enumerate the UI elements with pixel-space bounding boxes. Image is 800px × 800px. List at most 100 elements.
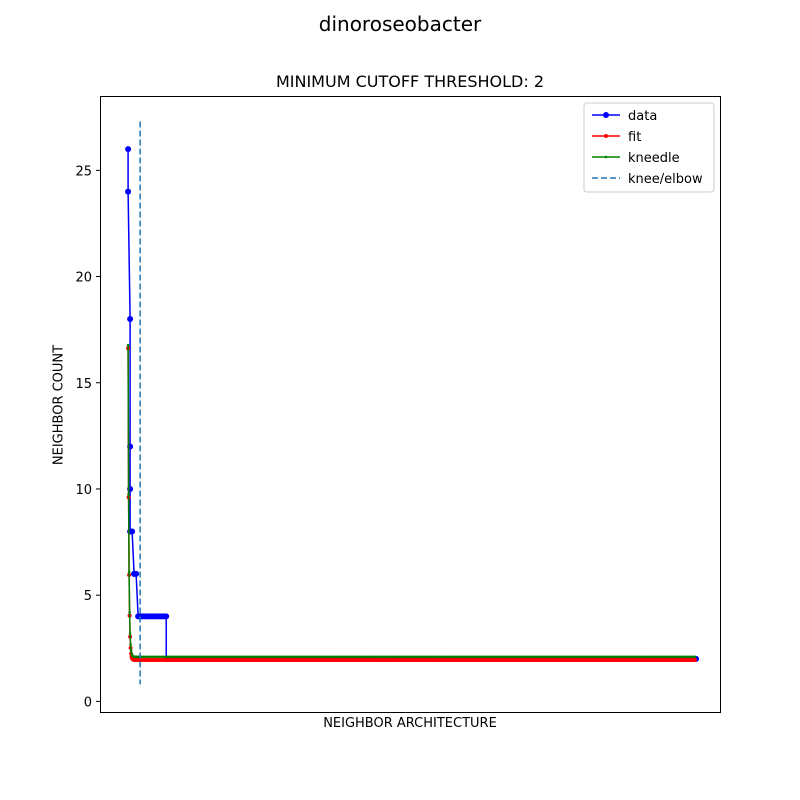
kneedle-point: [444, 655, 448, 659]
kneedle-point: [326, 655, 330, 659]
y-tick-label-25: 25: [75, 164, 92, 179]
kneedle-point: [173, 655, 177, 659]
kneedle-point: [436, 655, 440, 659]
kneedle-point: [254, 655, 257, 659]
legend-label-kneedle: kneedle: [628, 151, 680, 166]
kneedle-point: [256, 655, 259, 659]
fit-point: [692, 657, 697, 662]
kneedle-point: [370, 655, 374, 659]
kneedle-point: [494, 655, 498, 659]
kneedle-point: [185, 655, 189, 659]
kneedle-point: [537, 655, 540, 659]
kneedle-point: [306, 655, 309, 659]
kneedle-point: [318, 655, 322, 659]
kneedle-point: [619, 655, 622, 659]
kneedle-point: [492, 655, 496, 659]
kneedle-point: [332, 655, 336, 659]
kneedle-point: [521, 655, 524, 659]
kneedle-point: [607, 655, 610, 659]
data-point: [129, 528, 136, 535]
kneedle-point: [426, 655, 430, 659]
kneedle-point: [627, 655, 631, 659]
kneedle-point: [274, 655, 277, 659]
data-point: [125, 188, 132, 195]
kneedle-point: [296, 655, 299, 659]
kneedle-point: [352, 655, 356, 659]
kneedle-point: [214, 655, 217, 659]
y-tick-label-5: 5: [84, 589, 92, 604]
kneedle-point: [587, 655, 590, 659]
kneedle-point: [527, 655, 530, 659]
x-axis-label: NEIGHBOR ARCHITECTURE: [323, 716, 497, 731]
kneedle-point: [226, 655, 229, 659]
kneedle-point: [597, 655, 600, 659]
series-layer: [125, 121, 699, 685]
kneedle-point: [621, 655, 624, 659]
kneedle-point: [513, 655, 516, 659]
kneedle-point: [567, 655, 570, 659]
kneedle-point: [468, 655, 472, 659]
kneedle-point: [490, 655, 494, 659]
kneedle-point: [336, 655, 340, 659]
kneedle-point: [358, 655, 362, 659]
kneedle-point: [500, 655, 504, 659]
data-point: [133, 570, 140, 577]
kneedle-point: [216, 655, 219, 659]
kneedle-point: [535, 655, 538, 659]
kneedle-point: [324, 655, 328, 659]
kneedle-point: [390, 655, 394, 659]
kneedle-point: [228, 655, 231, 659]
kneedle-point: [579, 655, 582, 659]
kneedle-point: [350, 655, 354, 659]
kneedle-point: [153, 655, 157, 659]
kneedle-point: [288, 655, 291, 659]
kneedle-point: [278, 655, 281, 659]
kneedle-point: [488, 655, 492, 659]
kneedle-point: [386, 655, 390, 659]
kneedle-point: [649, 655, 653, 659]
data-point: [125, 146, 132, 153]
kneedle-point: [368, 655, 372, 659]
legend-marker-data: [603, 112, 609, 118]
kneedle-point: [406, 655, 410, 659]
kneedle-point: [547, 655, 550, 659]
plot-frame: [100, 96, 721, 713]
kneedle-point: [155, 655, 159, 659]
kneedle-point: [498, 655, 502, 659]
kneedle-point: [179, 655, 183, 659]
kneedle-point: [639, 655, 643, 659]
kneedle-point: [603, 655, 606, 659]
kneedle-point: [555, 655, 558, 659]
kneedle-point: [507, 655, 510, 659]
kneedle-point: [434, 655, 438, 659]
kneedle-point: [609, 655, 612, 659]
kneedle-point: [438, 655, 442, 659]
kneedle-point: [454, 655, 458, 659]
kneedle-point: [128, 632, 132, 635]
kneedle-point: [159, 655, 163, 659]
kneedle-point: [284, 655, 287, 659]
kneedle-point: [400, 655, 404, 659]
kneedle-point: [683, 655, 687, 659]
kneedle-point: [330, 655, 334, 659]
kneedle-point: [334, 655, 338, 659]
kneedle-point: [338, 655, 342, 659]
kneedle-point: [430, 655, 434, 659]
kneedle-point: [300, 655, 303, 659]
series-fit: [126, 346, 697, 662]
kneedle-point: [452, 655, 456, 659]
kneedle-point: [314, 655, 317, 659]
kneedle-point: [669, 655, 673, 659]
kneedle-point: [206, 655, 209, 659]
kneedle-point: [183, 655, 187, 659]
kneedle-point: [496, 655, 500, 659]
kneedle-point: [344, 655, 348, 659]
kneedle-point: [175, 655, 179, 659]
kneedle-point: [378, 655, 382, 659]
y-tick-label-0: 0: [84, 695, 92, 710]
kneedle-point: [346, 655, 350, 659]
kneedle-point: [181, 655, 185, 659]
kneedle-point: [312, 655, 315, 659]
kneedle-point: [687, 655, 691, 659]
